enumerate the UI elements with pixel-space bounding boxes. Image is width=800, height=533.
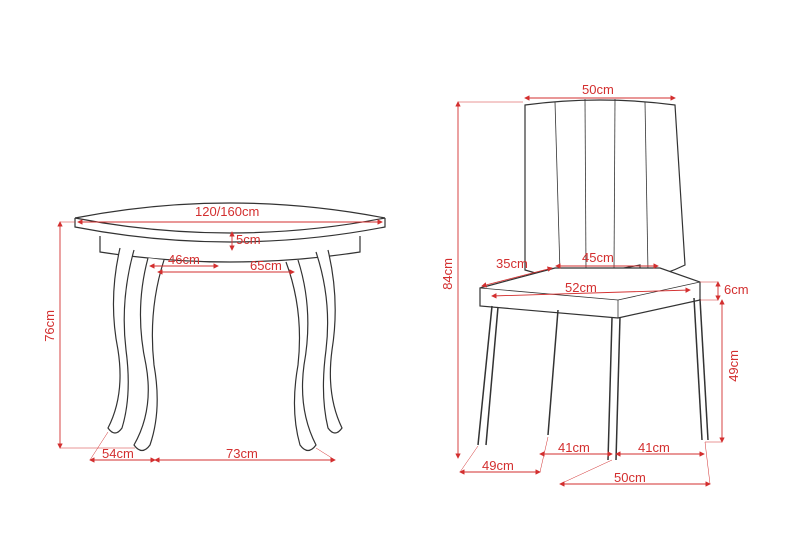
chair-dim-height: 84cm — [440, 258, 455, 290]
chair-dim-seat-width: 45cm — [582, 250, 614, 265]
table-dim-width: 120/160cm — [195, 204, 259, 219]
chair-dim-seat-height: 49cm — [726, 350, 741, 382]
chair-dim-base-mid: 41cm — [558, 440, 590, 455]
table-dim-base-depth: 54cm — [102, 446, 134, 461]
chair-dim-back-width: 50cm — [582, 82, 614, 97]
chair-dim-base-depth: 49cm — [482, 458, 514, 473]
chair-dim-seat-depth: 35cm — [496, 256, 528, 271]
table-dim-apron-depth: 5cm — [236, 232, 261, 247]
table-dim-apron-inner: 46cm — [168, 252, 200, 267]
chair-dim-base-total: 50cm — [614, 470, 646, 485]
table-dim-height: 76cm — [42, 310, 57, 342]
table-dim-base-width: 73cm — [226, 446, 258, 461]
table-dim-leg-span: 65cm — [250, 258, 282, 273]
chair-dim-seat-inner: 52cm — [565, 280, 597, 295]
table-drawing — [60, 203, 385, 460]
chair-dim-seat-thickness: 6cm — [724, 282, 749, 297]
chair-dim-base-right: 41cm — [638, 440, 670, 455]
